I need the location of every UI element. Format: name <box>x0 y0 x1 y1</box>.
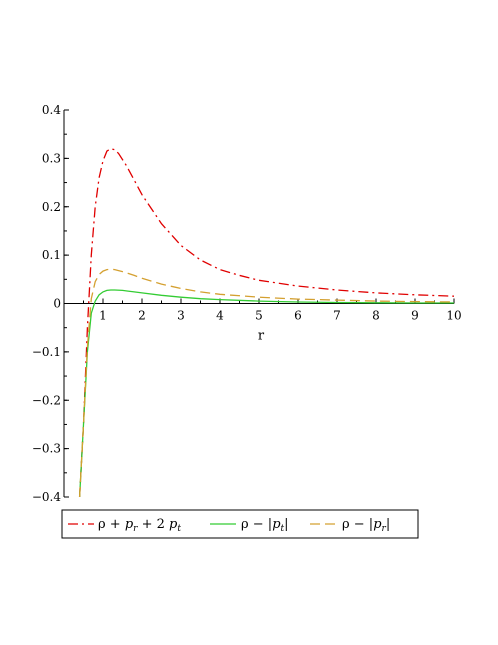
legend-label-series-2: ρ − |pt| <box>241 517 289 534</box>
y-tick-label: 0.2 <box>42 200 61 214</box>
series-line-2 <box>78 289 454 498</box>
x-tick-label: 9 <box>411 309 419 323</box>
x-tick-label: 10 <box>446 309 461 323</box>
y-tick-label: 0.4 <box>42 103 61 117</box>
x-tick-label: 1 <box>99 309 107 323</box>
legend-box <box>61 509 419 539</box>
x-axis-label: r <box>258 329 265 344</box>
x-tick-label: 5 <box>255 309 263 323</box>
series-line-1 <box>78 148 455 498</box>
x-tick-label: 4 <box>216 309 224 323</box>
x-tick-label: 3 <box>177 309 185 323</box>
x-tick-label: 2 <box>138 309 146 323</box>
legend-label-series-3: ρ − |pr| <box>342 517 390 534</box>
series-lines <box>78 148 455 498</box>
x-tick-label: 6 <box>294 309 302 323</box>
legend: ρ + pr + 2 pt ρ − |pt| ρ − |pr| <box>61 509 419 539</box>
y-tick-label: −0.4 <box>32 490 62 504</box>
y-tick-label: −0.1 <box>32 345 61 359</box>
x-tick-label: 8 <box>372 309 380 323</box>
legend-label-series-1: ρ + pr + 2 pt <box>98 517 181 534</box>
series-line-3 <box>78 268 455 498</box>
y-tick-label: 0.1 <box>42 248 61 262</box>
x-tick-label: 7 <box>333 309 341 323</box>
y-axis-ticks: 0.4 0.3 0.2 0.1 0 −0.1 −0.2 −0.3 −0.4 <box>32 103 69 504</box>
y-tick-label: 0.3 <box>42 151 61 165</box>
y-tick-label: −0.2 <box>32 393 61 407</box>
y-tick-label: 0 <box>53 297 61 311</box>
x-axis-ticks: 1 2 3 4 5 6 7 8 9 10 <box>83 298 462 323</box>
y-tick-label: −0.3 <box>32 442 61 456</box>
